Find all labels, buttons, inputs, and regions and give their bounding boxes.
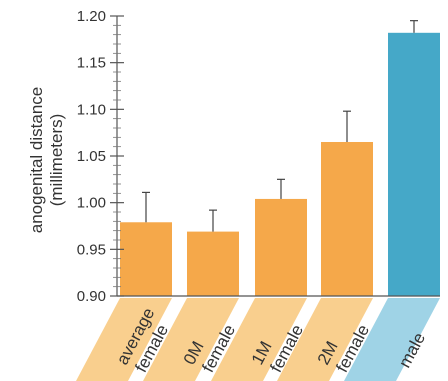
category-band-1 [143,298,239,381]
category-band-2 [211,298,307,381]
y-tick-label-3: 1.05 [77,148,106,165]
y-axis-label: anogenital distance (millimeters) [27,87,66,234]
y-axis-label-line1: anogenital distance [27,87,46,234]
category-band-4 [344,298,440,381]
y-tick-label-4: 1.10 [77,101,106,118]
y-tick-label-1: 0.95 [77,241,106,258]
bar-2 [255,198,307,296]
error-bars [142,20,418,232]
bar-1 [187,231,239,296]
y-ticks: 0.90 0.95 1.00 1.05 1.10 1.15 1.20 [77,8,124,305]
bars [120,32,440,297]
category-label-bands [76,298,440,381]
category-band-0 [76,298,172,381]
category-band-3 [277,298,373,381]
y-tick-label-0: 0.90 [77,288,106,305]
bar-3 [321,142,373,296]
bar-4 [388,32,440,297]
bar-0 [120,222,172,296]
y-axis-label-line2: (millimeters) [47,114,66,207]
y-tick-label-2: 1.00 [77,195,106,212]
y-tick-label-5: 1.15 [77,55,106,72]
y-tick-label-6: 1.20 [77,8,106,25]
y-minor-ticks [113,24,121,288]
